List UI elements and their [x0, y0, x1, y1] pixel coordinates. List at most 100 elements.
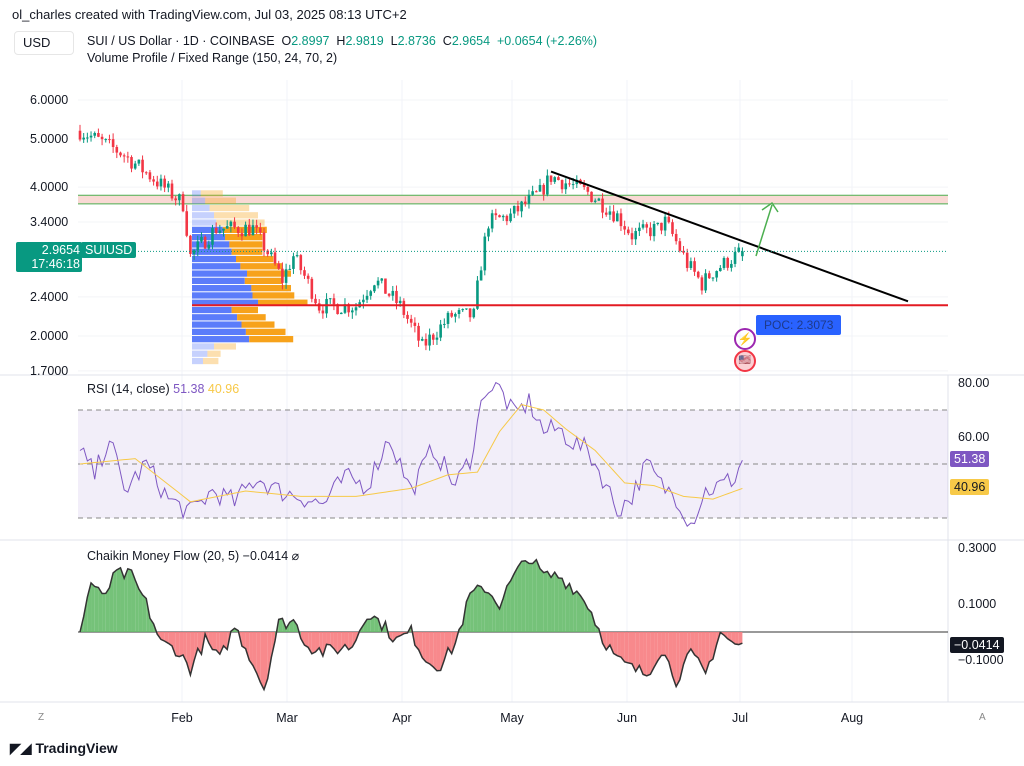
candle-body: [428, 334, 431, 346]
cmf-area: [687, 632, 691, 655]
candle-body: [144, 172, 148, 174]
candle-body: [446, 312, 450, 324]
cmf-area: [267, 632, 272, 679]
us-flag-event-icon[interactable]: 🇺🇸: [734, 350, 756, 372]
candle-body: [553, 177, 557, 182]
volume-profile-up-bar: [192, 285, 252, 292]
cmf-area: [138, 589, 143, 632]
cmf-area: [628, 632, 632, 664]
cmf-area: [661, 632, 666, 656]
cmf-area: [249, 632, 253, 666]
cmf-area: [370, 616, 375, 632]
cmf-area: [665, 632, 669, 662]
candle-body: [733, 251, 737, 264]
volume-profile-up-bar: [192, 226, 223, 234]
cmf-area: [540, 568, 544, 632]
cmf-area: [98, 587, 103, 632]
symbol-legend[interactable]: SUI / US Dollar · 1D · COINBASE O2.8997 …: [87, 34, 597, 48]
cmf-area: [650, 632, 655, 675]
candle-body: [535, 191, 538, 193]
zoom-button[interactable]: Z: [38, 712, 45, 723]
candle-body: [384, 278, 387, 294]
cmf-area: [709, 632, 713, 662]
volume-profile-up-bar: [192, 314, 238, 321]
candle-body: [402, 300, 406, 315]
cmf-axis-label: 0.3000: [958, 541, 996, 555]
candle-body: [133, 163, 137, 169]
candle-body: [332, 298, 336, 305]
cmf-value-tag: −0.0414: [950, 637, 1004, 653]
candle-body: [273, 252, 277, 264]
cmf-area: [102, 593, 106, 632]
candle-body: [310, 278, 314, 299]
candle-body: [354, 307, 358, 311]
cmf-area: [260, 632, 264, 690]
candle-body: [119, 152, 122, 156]
candle-body: [468, 308, 472, 318]
candle-body: [538, 184, 542, 192]
cmf-area: [131, 570, 136, 632]
candle-body: [93, 133, 97, 136]
cmf-area: [175, 632, 180, 657]
candle-body: [196, 241, 200, 251]
cmf-area: [319, 632, 323, 656]
volume-profile-up-bar: [192, 343, 214, 350]
cmf-area: [330, 632, 334, 649]
low-label: L: [390, 34, 398, 48]
candle-body: [303, 270, 306, 276]
cmf-area: [609, 632, 614, 654]
cmf-area: [326, 632, 331, 645]
lightning-event-icon[interactable]: ⚡: [734, 328, 756, 350]
cmf-area: [602, 632, 607, 650]
volume-profile-down-bar: [249, 336, 294, 343]
cmf-area: [514, 566, 518, 632]
volume-profile-down-bar: [237, 314, 266, 321]
cmf-area: [694, 632, 699, 658]
volume-profile-down-bar: [205, 197, 236, 204]
cmf-area: [672, 632, 677, 687]
candle-body: [487, 228, 490, 237]
cmf-area: [337, 632, 342, 654]
candle-body: [435, 337, 439, 340]
resistance-zone: [78, 195, 948, 204]
cmf-area: [444, 632, 448, 660]
volume-profile-legend[interactable]: Volume Profile / Fixed Range (150, 24, 7…: [87, 51, 338, 65]
cmf-area: [392, 632, 397, 642]
volume-profile-down-bar: [247, 270, 291, 277]
cmf-area: [105, 587, 110, 632]
cmf-area: [521, 560, 526, 632]
candle-body: [262, 232, 266, 251]
cmf-area: [558, 577, 563, 632]
candle-body: [251, 225, 255, 236]
candle-body: [387, 293, 391, 296]
volume-profile-up-bar: [192, 321, 242, 328]
close-label: C: [442, 34, 452, 48]
auto-scale-button[interactable]: A: [979, 712, 986, 723]
candle-body: [726, 257, 729, 268]
volume-profile-down-bar: [245, 328, 286, 336]
candle-body: [546, 175, 549, 195]
cmf-area: [208, 632, 213, 650]
candle-body: [531, 191, 534, 195]
cmf-area: [676, 632, 680, 687]
cmf-area: [488, 593, 493, 632]
cmf-area: [492, 596, 496, 632]
hidden-eye-icon[interactable]: ⌀: [291, 549, 300, 563]
candle-body: [512, 205, 516, 214]
price-axis-label: 4.0000: [30, 180, 68, 194]
tradingview-logo: ◤◢ TradingView: [10, 740, 118, 757]
candle-body: [549, 175, 553, 182]
volume-profile-down-bar: [258, 299, 308, 306]
candle-body: [722, 257, 726, 268]
cmf-area: [264, 632, 268, 690]
candle-body: [704, 273, 707, 291]
cmf-area: [525, 560, 529, 632]
currency-button[interactable]: USD: [14, 31, 74, 55]
rsi-legend[interactable]: RSI (14, close) 51.38 40.96: [87, 382, 239, 396]
candle-body: [476, 280, 479, 309]
cmf-area: [179, 632, 184, 657]
cmf-area: [311, 632, 316, 654]
cmf-legend[interactable]: Chaikin Money Flow (20, 5) −0.0414 ⌀: [87, 548, 299, 563]
candle-body: [328, 298, 332, 300]
